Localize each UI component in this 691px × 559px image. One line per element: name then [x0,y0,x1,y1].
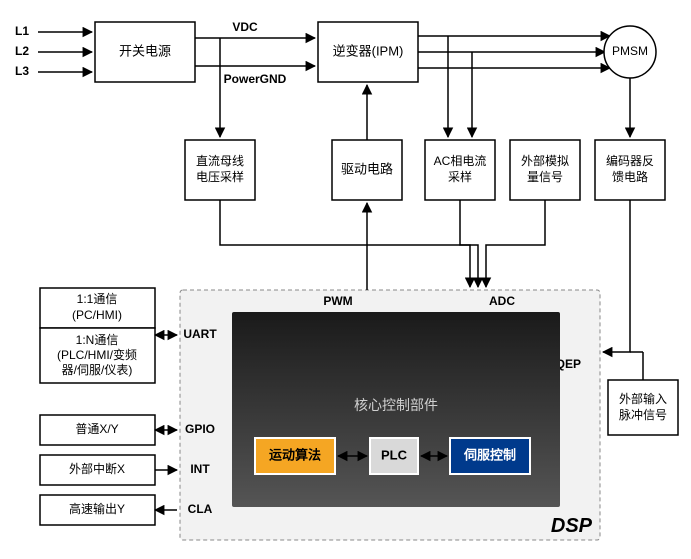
label-pwm: PWM [323,294,352,308]
text-pmsm: PMSM [612,44,648,58]
text-hsy: 高速输出Y [69,501,125,516]
text-acsamp2: 采样 [448,169,472,184]
label-l1: L1 [15,24,29,38]
label-vdc: VDC [232,20,258,34]
label-cla: CLA [188,502,213,516]
label-int: INT [190,462,210,476]
text-xy: 普通X/Y [75,422,118,436]
text-extpulse1: 外部输入 [619,391,667,406]
wire-adc-dcbus [220,200,470,287]
text-extpulse2: 脉冲信号 [619,407,667,422]
text-encfb1: 编码器反 [606,153,654,168]
text-extana1: 外部模拟 [521,153,569,168]
label-adc: ADC [489,294,515,308]
text-dcbus2: 电压采样 [196,169,244,184]
text-commNa: 1:N通信 [76,333,119,347]
label-l3: L3 [15,64,29,78]
label-uart: UART [183,327,217,341]
text-core-title: 核心控制部件 [354,397,438,413]
text-motion: 运动算法 [269,447,321,462]
text-extint: 外部中断X [69,461,125,476]
text-comm1a: 1:1通信 [77,292,118,306]
wire-adc-ac [460,200,478,287]
text-acsamp1: AC相电流 [434,154,487,168]
text-drive: 驱动电路 [341,161,393,176]
wire-eqep [603,200,630,352]
label-pgnd: PowerGND [224,72,287,86]
text-psu: 开关电源 [119,43,171,58]
text-plc: PLC [381,447,408,462]
text-ipm: 逆变器(IPM) [333,43,404,58]
text-dsp: DSP [551,515,593,537]
label-gpio: GPIO [185,422,215,436]
wire-adc-ext [486,200,545,287]
text-dcbus1: 直流母线 [196,154,244,168]
text-servo: 伺服控制 [463,447,516,462]
text-commNb: (PLC/HMI/变频 [57,347,137,362]
text-encfb2: 馈电路 [612,169,648,184]
text-extana2: 量信号 [527,170,563,184]
label-l2: L2 [15,44,29,58]
text-commNc: 器/伺服/仪表) [62,363,133,377]
text-comm1b: (PC/HMI) [72,308,122,322]
diagram-root: L1 L2 L3 开关电源 VDC PowerGND 逆变器(IPM) PMSM… [0,0,691,559]
